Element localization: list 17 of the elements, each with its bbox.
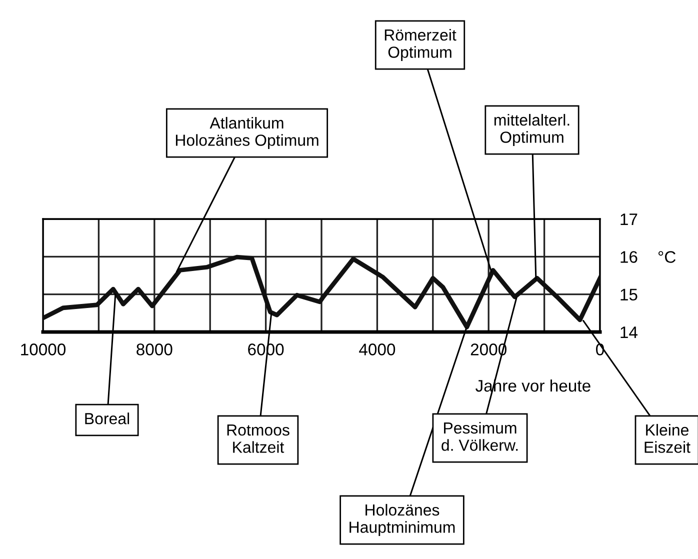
y-tick-label: 15 [620,288,638,301]
y-tick-label: 14 [620,326,638,338]
annotation: Römerzeit Optimum [384,28,456,62]
line-series [43,254,600,330]
annotation: Holozänes Hauptminimum [350,504,455,536]
y-axis-title: °C [658,251,676,263]
annotation: mittelalterl. Optimum [494,114,570,146]
x-tick-label: 10000 [21,344,66,356]
annotation: Kleine Eiszeit [644,424,690,453]
y-tick-label: 17 [620,214,638,226]
x-tick-label: 8000 [136,344,172,356]
annotation: Pessimum d. Völkerw. [442,422,518,451]
annotation: Atlantikum Holozänes Optimum [176,116,318,150]
x-tick-label: 4000 [359,344,396,356]
annotation: Boreal [85,412,130,424]
annotation: Rotmoos Kaltzeit [227,424,290,453]
y-tick-label: 16 [620,251,638,263]
